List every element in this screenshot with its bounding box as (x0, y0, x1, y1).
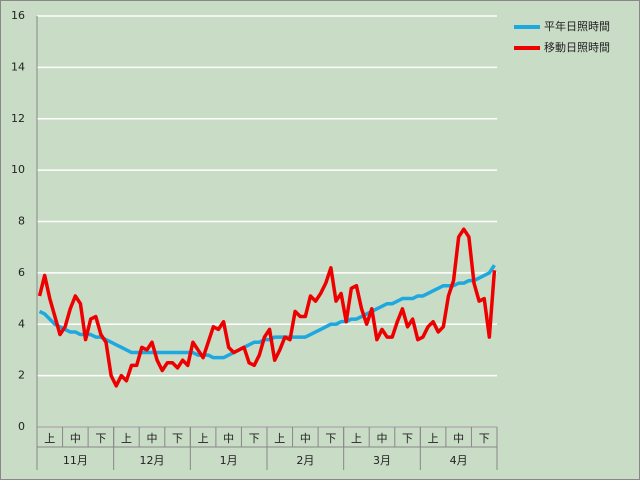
x-tick-label: 中 (453, 432, 464, 445)
x-tick-label: 中 (300, 432, 311, 445)
x-tick-label: 上 (428, 432, 439, 445)
legend-label: 移動日照時間 (544, 40, 610, 54)
month-label: 11月 (63, 454, 88, 467)
x-tick-label: 中 (70, 432, 81, 445)
y-tick-label: 2 (18, 369, 25, 382)
x-tick-label: 上 (44, 432, 55, 445)
y-tick-label: 10 (11, 163, 25, 176)
y-tick-label: 4 (18, 317, 25, 330)
y-tick-label: 14 (11, 60, 25, 73)
y-tick-label: 0 (18, 420, 25, 433)
y-tick-label: 8 (18, 215, 25, 228)
x-tick-label: 下 (479, 432, 490, 445)
x-tick-label: 中 (223, 432, 234, 445)
x-tick-label: 下 (249, 432, 260, 445)
x-tick-label: 下 (402, 432, 413, 445)
month-label: 4月 (450, 454, 468, 467)
x-tick-label: 中 (377, 432, 388, 445)
y-tick-label: 6 (18, 266, 25, 279)
x-tick-label: 上 (121, 432, 132, 445)
x-tick-label: 中 (147, 432, 158, 445)
x-tick-label: 下 (325, 432, 336, 445)
x-tick-label: 上 (274, 432, 285, 445)
series-line (38, 264, 496, 360)
x-tick-label: 下 (95, 432, 106, 445)
x-tick-label: 上 (351, 432, 362, 445)
series-line (37, 227, 497, 388)
x-tick-label: 下 (172, 432, 183, 445)
y-tick-label: 16 (11, 9, 25, 22)
x-tick-label: 上 (198, 432, 209, 445)
month-label: 3月 (373, 454, 391, 467)
month-label: 12月 (140, 454, 165, 467)
month-label: 2月 (296, 454, 314, 467)
month-label: 1月 (220, 454, 238, 467)
legend-label: 平年日照時間 (544, 19, 610, 33)
y-tick-label: 12 (11, 112, 25, 125)
